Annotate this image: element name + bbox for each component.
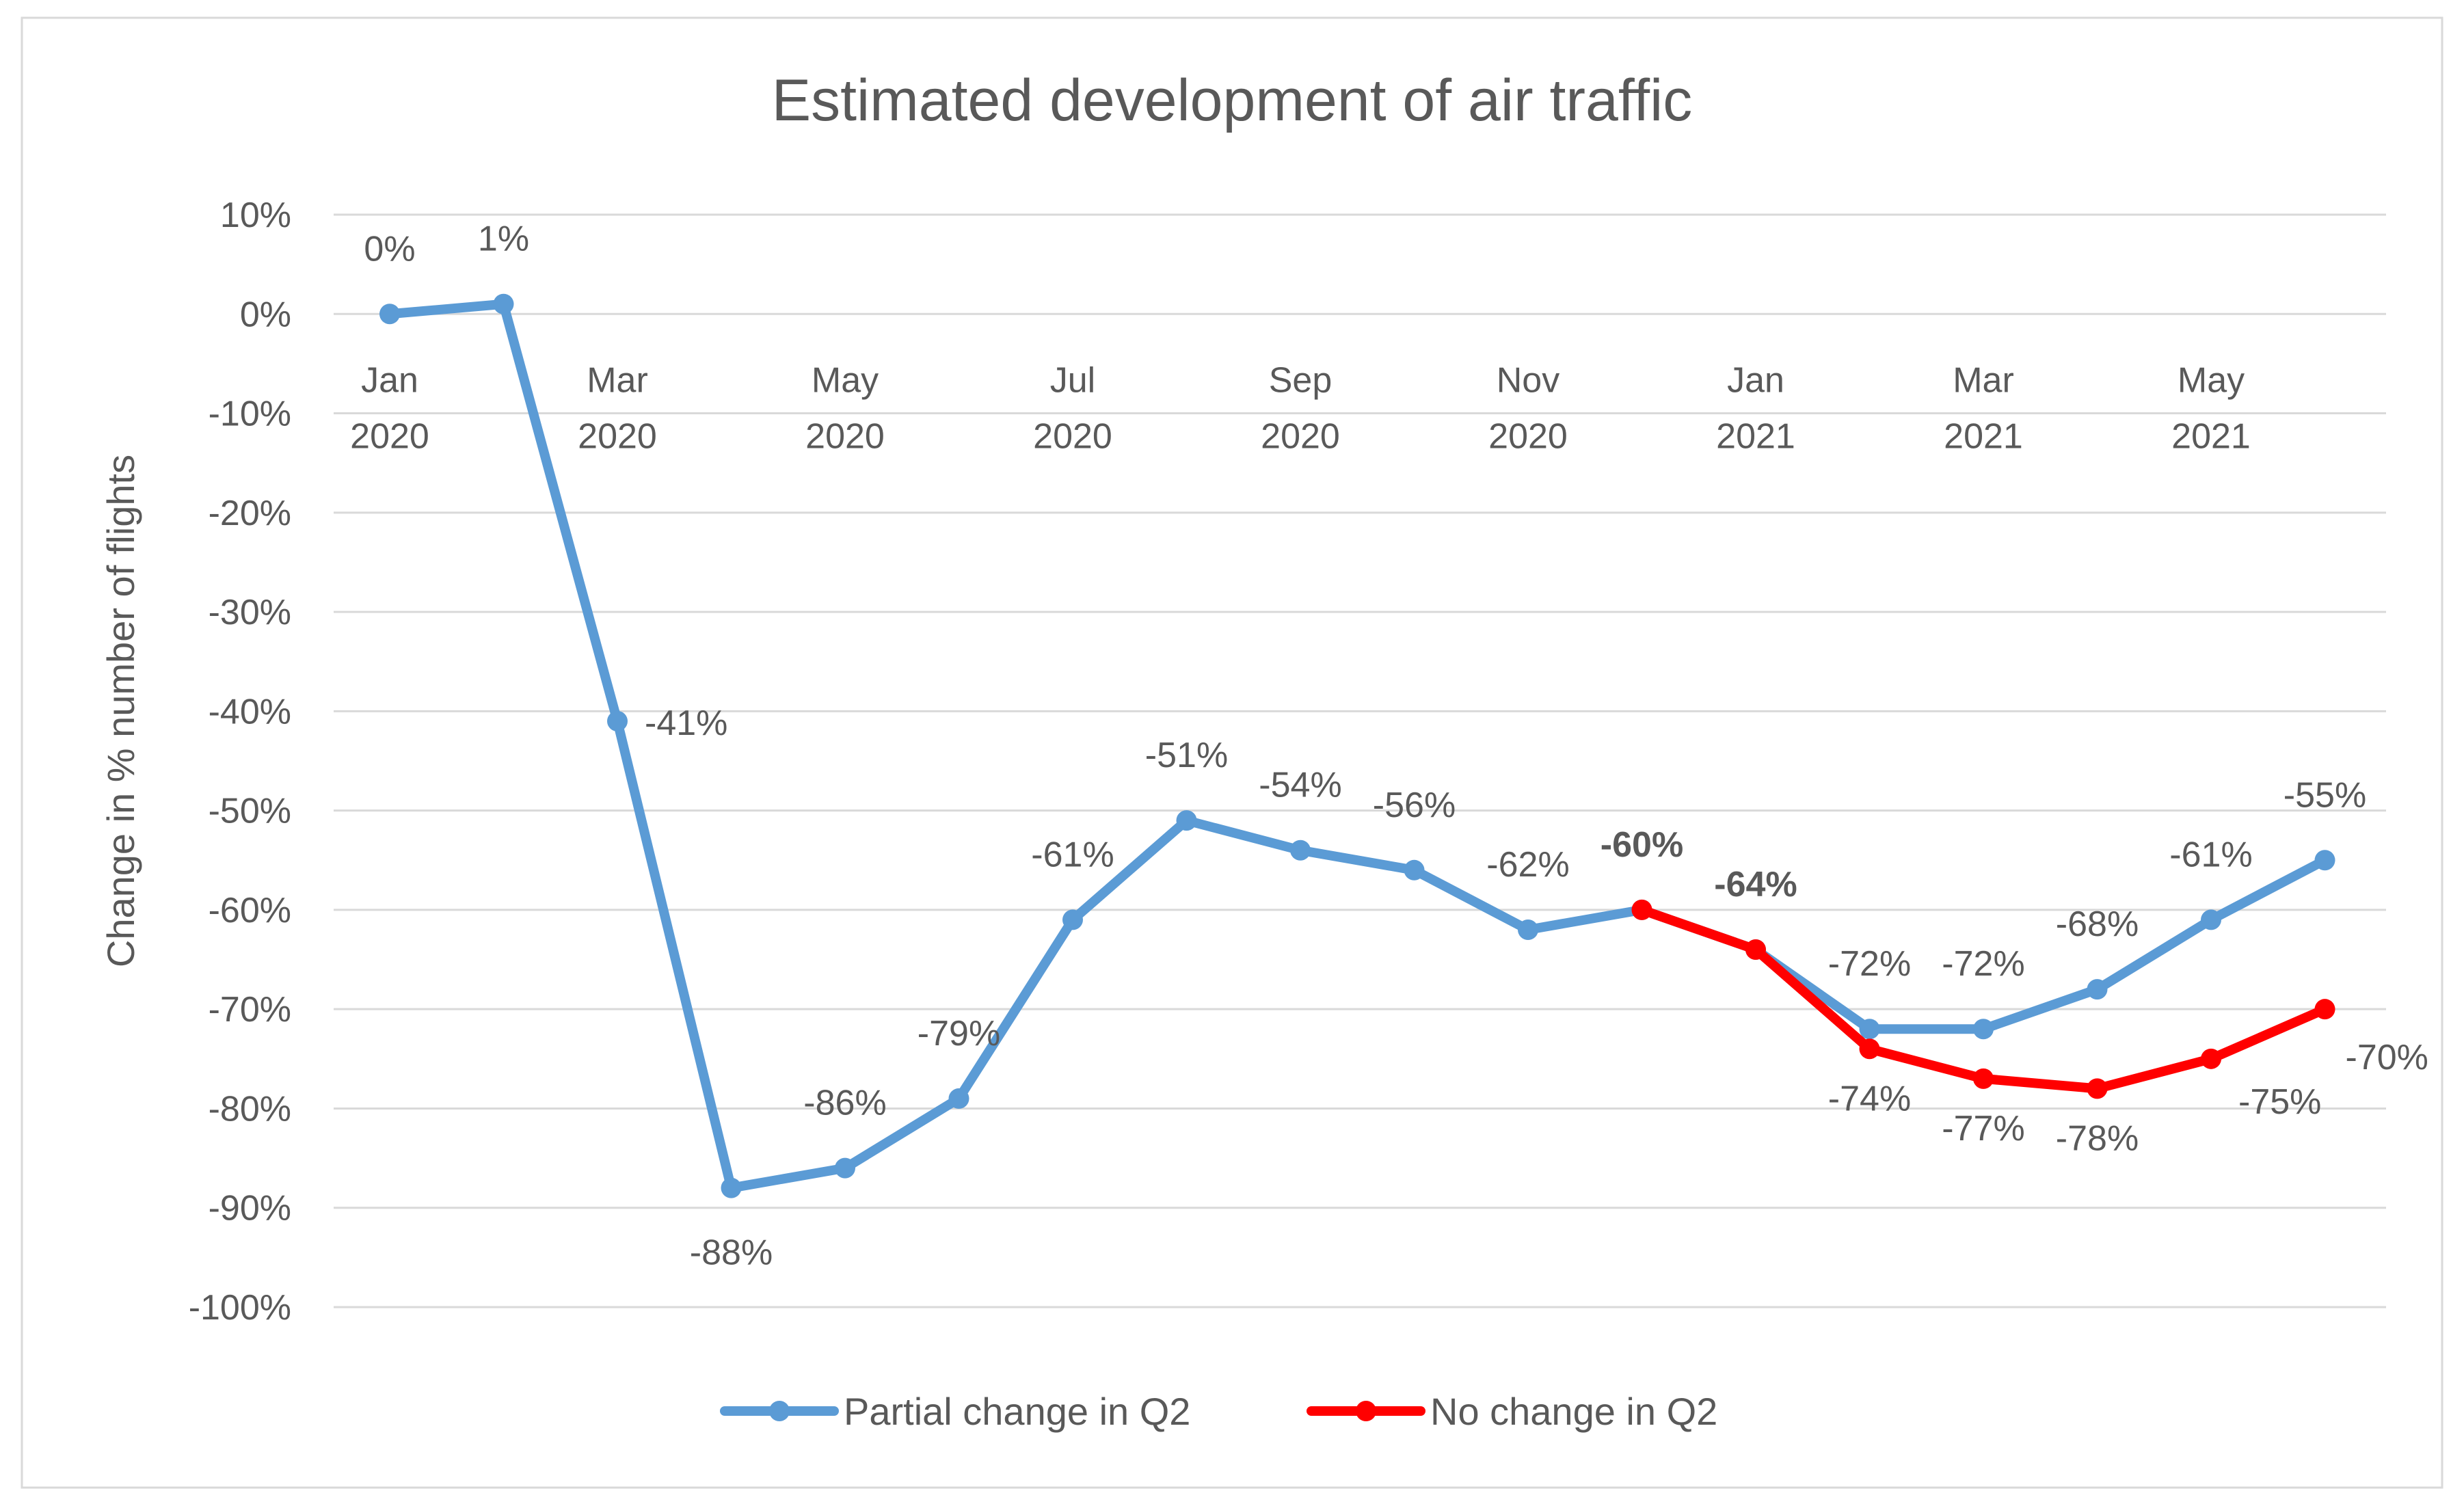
data-label: -41% [645, 703, 727, 743]
data-point [1404, 859, 1425, 881]
data-label: -78% [2056, 1118, 2139, 1158]
x-tick-label-month: May [812, 360, 879, 400]
data-label: -62% [1486, 845, 1569, 885]
x-tick-label-year: 2020 [805, 416, 885, 456]
data-label: -75% [2238, 1082, 2321, 1122]
y-tick-label: 10% [220, 196, 291, 235]
legend-marker-no-change [1356, 1401, 1376, 1421]
x-tick-label-month: Jan [361, 360, 418, 400]
x-tick-label-month: Mar [587, 360, 648, 400]
x-tick-label-month: Jan [1727, 360, 1784, 400]
data-label: -60% [1601, 825, 1683, 865]
y-tick-label: 0% [240, 295, 291, 334]
data-point [1176, 810, 1197, 831]
data-point [379, 304, 400, 325]
y-tick-label: -70% [209, 990, 291, 1030]
data-labels: 0% 1% -41% -88% -86% -79% -61% -51% -54% -56% -62%… [364, 219, 2428, 1273]
data-label: -51% [1145, 736, 1228, 775]
legend-marker-partial-change [769, 1401, 790, 1421]
chart-title: Estimated development of air traffic [772, 68, 1692, 133]
legend-item-no-change[interactable]: No change in Q2 [1307, 1390, 1717, 1433]
data-label: -72% [1828, 944, 1911, 984]
x-tick-label-year: 2021 [1944, 416, 2023, 456]
data-label: -61% [2169, 835, 2252, 874]
y-tick-label: -10% [209, 394, 291, 434]
data-point [948, 1088, 969, 1109]
legend-item-partial-change[interactable]: Partial change in Q2 [720, 1390, 1190, 1433]
data-label: -61% [1031, 835, 1114, 874]
series-lines [379, 293, 2335, 1198]
x-tick-label-year: 2020 [1033, 416, 1112, 456]
x-tick-label-year: 2020 [1488, 416, 1568, 456]
data-label: -86% [803, 1084, 886, 1123]
data-label: 0% [364, 229, 415, 269]
y-tick-label: -40% [209, 692, 291, 731]
y-tick-label: -100% [189, 1288, 291, 1328]
data-point [1518, 919, 1538, 940]
y-tick-label: -30% [209, 593, 291, 632]
x-tick-label-month: Mar [1953, 360, 2014, 400]
data-point [1973, 1019, 1994, 1040]
y-axis-ticks: 10% 0% -10% -20% -30% -40% -50% -60% -70% -80% -90… [189, 196, 291, 1328]
data-point [1631, 899, 1652, 920]
chart-border [21, 16, 2443, 1489]
x-tick-label-year: 2021 [2171, 416, 2251, 456]
data-label: 1% [478, 219, 529, 259]
y-tick-label: -60% [209, 891, 291, 930]
data-point [2201, 1048, 2221, 1069]
data-label: -79% [918, 1014, 1000, 1053]
data-label: -64% [1714, 865, 1797, 904]
legend-label-partial-change: Partial change in Q2 [844, 1390, 1190, 1433]
data-label: -68% [2056, 904, 2139, 944]
data-point [1973, 1068, 1994, 1089]
y-tick-label: -20% [209, 494, 291, 533]
data-label: -74% [1828, 1079, 1911, 1118]
x-tick-label-month: May [2178, 360, 2245, 400]
x-tick-label-year: 2021 [1716, 416, 1795, 456]
data-label: -54% [1259, 766, 1341, 805]
data-point [1745, 939, 1766, 961]
data-label: -72% [1942, 944, 2024, 984]
x-axis-ticks: Jan 2020 Mar 2020 May 2020 Jul 2020 Sep 2020 Nov 20… [350, 360, 2251, 456]
y-tick-label: -80% [209, 1089, 291, 1129]
y-axis-label: Change in % number of flights [99, 455, 142, 967]
data-point [2314, 999, 2335, 1020]
data-point [2087, 1078, 2108, 1099]
x-tick-label-year: 2020 [350, 416, 429, 456]
data-label: -77% [1942, 1109, 2024, 1149]
series-line-partial-change [385, 299, 2330, 1193]
data-point [1062, 909, 1083, 930]
data-label: -88% [690, 1233, 773, 1273]
data-label: -56% [1373, 785, 1456, 825]
data-point [1859, 1038, 1880, 1060]
data-point [1859, 1019, 1880, 1040]
data-point [2087, 979, 2108, 1000]
data-point [721, 1177, 742, 1198]
data-point [2314, 850, 2335, 871]
data-point [493, 293, 514, 314]
legend-label-no-change: No change in Q2 [1430, 1390, 1717, 1433]
data-point [2201, 909, 2221, 930]
legend: Partial change in Q2 No change in Q2 [720, 1390, 1717, 1433]
data-point [1290, 840, 1311, 861]
data-point [835, 1157, 855, 1179]
data-label: -70% [2346, 1038, 2428, 1077]
y-tick-label: -90% [209, 1189, 291, 1228]
x-tick-label-year: 2020 [578, 416, 657, 456]
x-tick-label-year: 2020 [1261, 416, 1340, 456]
data-point [607, 710, 628, 731]
x-tick-label-month: Sep [1269, 360, 1333, 400]
data-label: -55% [2284, 775, 2366, 815]
x-tick-label-month: Nov [1497, 360, 1559, 400]
x-tick-label-month: Jul [1050, 360, 1095, 400]
y-tick-label: -50% [209, 792, 291, 831]
